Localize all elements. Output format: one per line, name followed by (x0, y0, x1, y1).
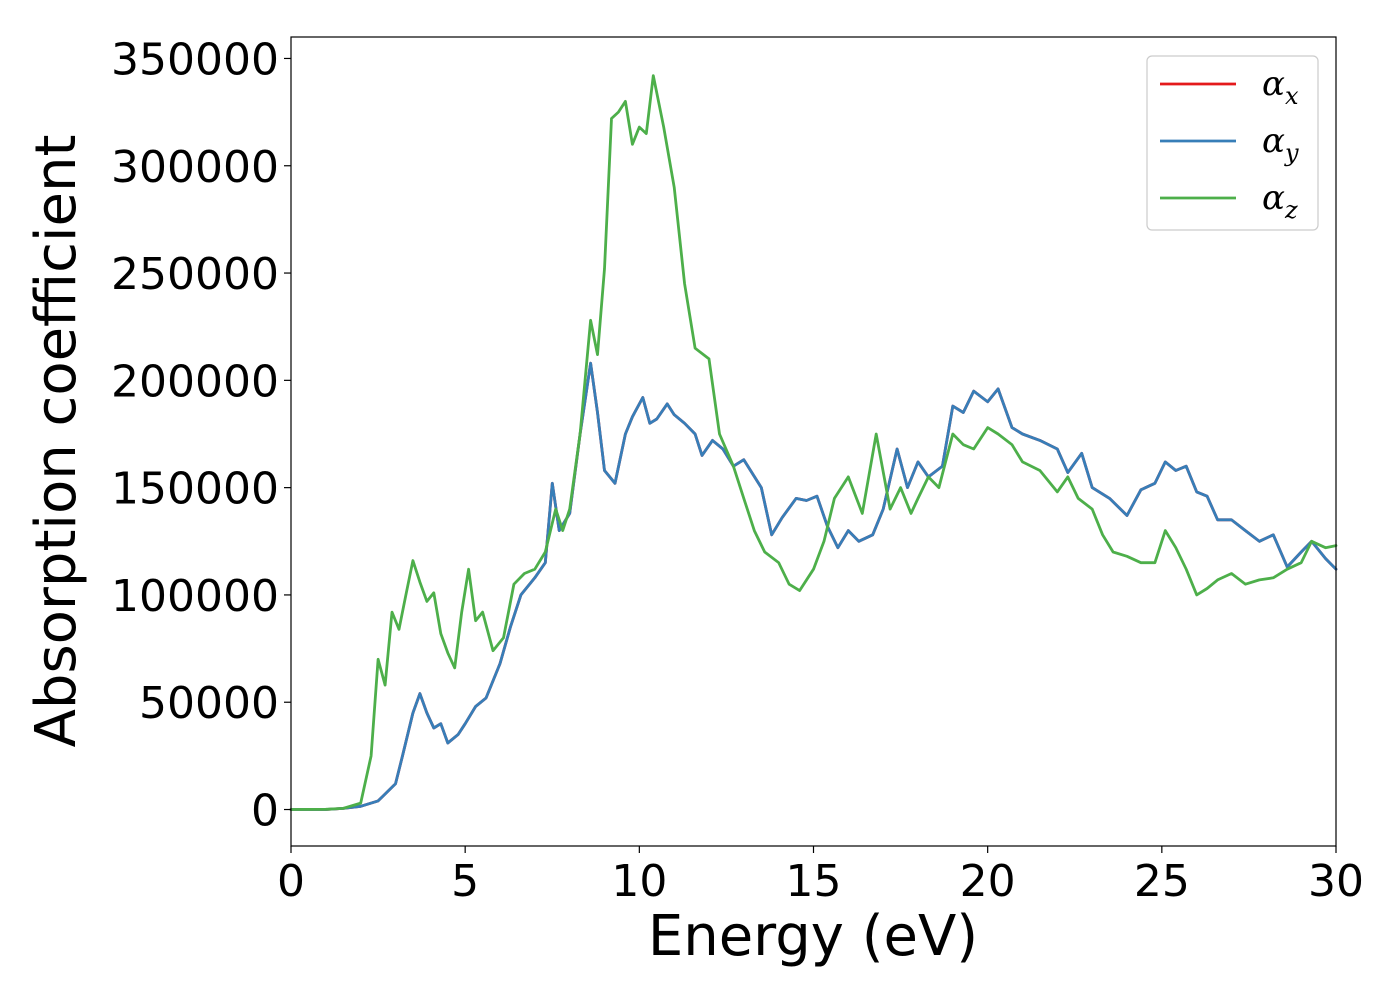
x-axis-ticks: 0 5 10 15 20 25 30 (277, 846, 1364, 907)
y-axis-title: Absorption coefficient (24, 135, 89, 748)
y-tick-label: 0 (251, 786, 279, 837)
y-tick-label: 300000 (111, 142, 279, 193)
y-axis-ticks: 0 50000 100000 150000 200000 250000 300000 3500… (111, 34, 291, 837)
series-layer (289, 74, 1338, 811)
y-tick-label: 350000 (111, 34, 279, 85)
legend-label-z: αz (1262, 178, 1298, 224)
x-tick-label: 20 (960, 856, 1016, 907)
y-tick-label: 250000 (111, 249, 279, 300)
series-line-y (289, 361, 1338, 811)
x-tick-label: 15 (786, 856, 842, 907)
x-axis-title: Energy (eV) (648, 904, 978, 969)
y-tick-label: 150000 (111, 464, 279, 515)
y-tick-label: 100000 (111, 571, 279, 622)
x-tick-label: 25 (1134, 856, 1190, 907)
legend-label-y: αy (1262, 121, 1299, 167)
legend: αx αy αz (1146, 55, 1319, 231)
y-tick-label: 200000 (111, 356, 279, 407)
series-line-z (289, 74, 1338, 811)
y-tick-label: 50000 (139, 678, 279, 729)
legend-box (1146, 55, 1319, 231)
x-tick-label: 30 (1308, 856, 1364, 907)
x-tick-label: 0 (277, 856, 305, 907)
x-tick-label: 5 (451, 856, 479, 907)
legend-label-x: αx (1262, 64, 1299, 110)
x-tick-label: 10 (611, 856, 667, 907)
